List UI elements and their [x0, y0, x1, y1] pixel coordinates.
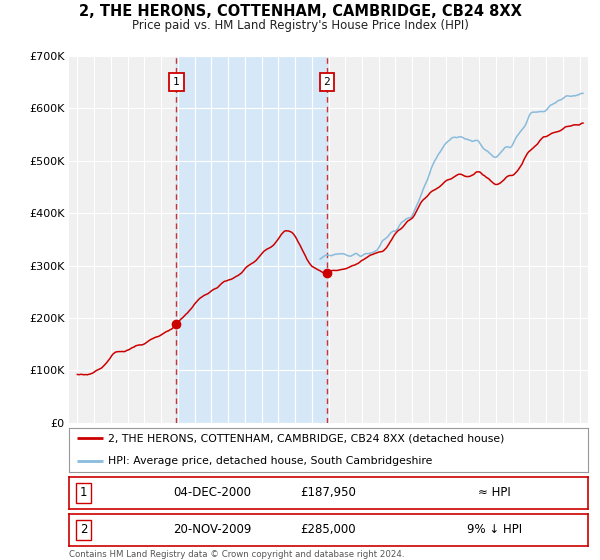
Text: 20-NOV-2009: 20-NOV-2009: [173, 523, 251, 536]
Text: £285,000: £285,000: [301, 523, 356, 536]
Text: Price paid vs. HM Land Registry's House Price Index (HPI): Price paid vs. HM Land Registry's House …: [131, 19, 469, 32]
Text: ≈ HPI: ≈ HPI: [478, 486, 511, 500]
Text: £187,950: £187,950: [301, 486, 356, 500]
Bar: [176, 56, 327, 423]
Text: 9% ↓ HPI: 9% ↓ HPI: [467, 523, 522, 536]
Text: Contains HM Land Registry data © Crown copyright and database right 2024.: Contains HM Land Registry data © Crown c…: [69, 550, 404, 559]
Text: 2, THE HERONS, COTTENHAM, CAMBRIDGE, CB24 8XX (detached house): 2, THE HERONS, COTTENHAM, CAMBRIDGE, CB2…: [108, 433, 504, 443]
Text: 1: 1: [173, 77, 180, 87]
Text: 04-DEC-2000: 04-DEC-2000: [173, 486, 251, 500]
Text: 2: 2: [80, 523, 87, 536]
Text: 2: 2: [323, 77, 330, 87]
Text: 1: 1: [80, 486, 87, 500]
Text: HPI: Average price, detached house, South Cambridgeshire: HPI: Average price, detached house, Sout…: [108, 456, 432, 466]
Text: 2, THE HERONS, COTTENHAM, CAMBRIDGE, CB24 8XX: 2, THE HERONS, COTTENHAM, CAMBRIDGE, CB2…: [79, 4, 521, 19]
